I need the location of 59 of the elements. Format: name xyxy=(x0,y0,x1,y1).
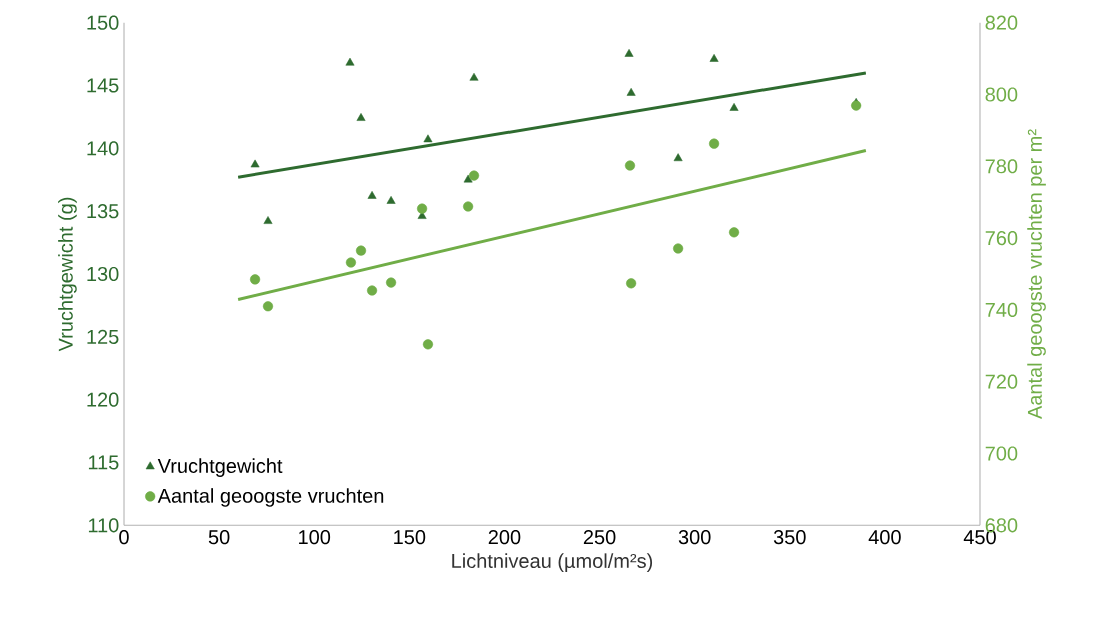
point xyxy=(673,243,684,254)
y-tick-label: 110 xyxy=(88,518,119,533)
point xyxy=(263,216,273,224)
point xyxy=(386,277,397,288)
point xyxy=(626,87,636,96)
x-tick-label: 250 xyxy=(583,530,616,545)
legend-label: Aantal geoogste vruchten xyxy=(157,488,384,507)
x-tick-label: 50 xyxy=(208,530,230,545)
point xyxy=(709,138,720,149)
point xyxy=(417,203,428,214)
x-tick-label: 200 xyxy=(488,530,521,545)
point xyxy=(345,257,357,268)
y2-axis-title: Aantal geoogste vruchten per m² xyxy=(1027,129,1046,420)
y2-tick-label: 780 xyxy=(985,159,1018,174)
y-tick-label: 140 xyxy=(87,141,119,156)
point xyxy=(345,57,355,66)
point xyxy=(250,274,261,285)
x-axis-title: Lichtniveau (µmol/m²s) xyxy=(452,553,653,572)
y-tick-label: 125 xyxy=(87,329,119,344)
x-tick-label: 0 xyxy=(119,530,129,545)
point xyxy=(626,278,637,289)
x-tick-label: 350 xyxy=(773,530,806,545)
point xyxy=(355,245,367,256)
y2-tick-label: 700 xyxy=(985,446,1018,461)
x-tick-label: 100 xyxy=(299,530,331,545)
point xyxy=(624,160,636,171)
point xyxy=(728,227,740,238)
x-tick-label: 400 xyxy=(868,530,901,545)
y-axis-title: Vruchtgewicht (g) xyxy=(58,197,77,352)
point xyxy=(673,153,683,162)
point xyxy=(250,159,260,168)
y-tick-label: 130 xyxy=(87,266,119,282)
y-tick-label: 115 xyxy=(88,455,119,470)
y2-tick-label: 740 xyxy=(985,302,1018,317)
legend-label: Vruchtgewicht xyxy=(157,458,283,477)
point xyxy=(729,103,739,111)
point xyxy=(423,134,433,143)
y2-tick-label: 760 xyxy=(985,231,1018,246)
point xyxy=(262,301,274,312)
x-tick-label: 150 xyxy=(394,530,426,545)
point xyxy=(851,100,862,111)
y2-tick-label: 820 xyxy=(985,15,1018,30)
y-tick-label: 135 xyxy=(87,204,119,219)
point xyxy=(469,72,479,81)
point xyxy=(624,49,634,57)
y-tick-label: 120 xyxy=(87,392,119,407)
point xyxy=(386,196,396,204)
point xyxy=(367,191,377,199)
x-tick-label: 300 xyxy=(678,530,711,545)
y2-tick-label: 720 xyxy=(985,374,1018,389)
point xyxy=(366,285,378,296)
point xyxy=(463,201,474,212)
y-tick-label: 150 xyxy=(87,15,119,30)
point xyxy=(709,54,719,62)
point xyxy=(422,339,434,350)
point xyxy=(468,170,480,181)
y2-tick-label: 800 xyxy=(985,87,1018,102)
y-tick-label: 145 xyxy=(87,78,119,93)
point xyxy=(356,113,366,121)
